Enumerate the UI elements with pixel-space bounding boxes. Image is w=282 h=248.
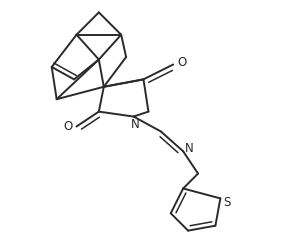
Text: O: O bbox=[63, 120, 72, 133]
Text: N: N bbox=[185, 142, 194, 155]
Text: N: N bbox=[130, 118, 139, 130]
Text: O: O bbox=[177, 56, 187, 68]
Text: S: S bbox=[223, 196, 230, 209]
